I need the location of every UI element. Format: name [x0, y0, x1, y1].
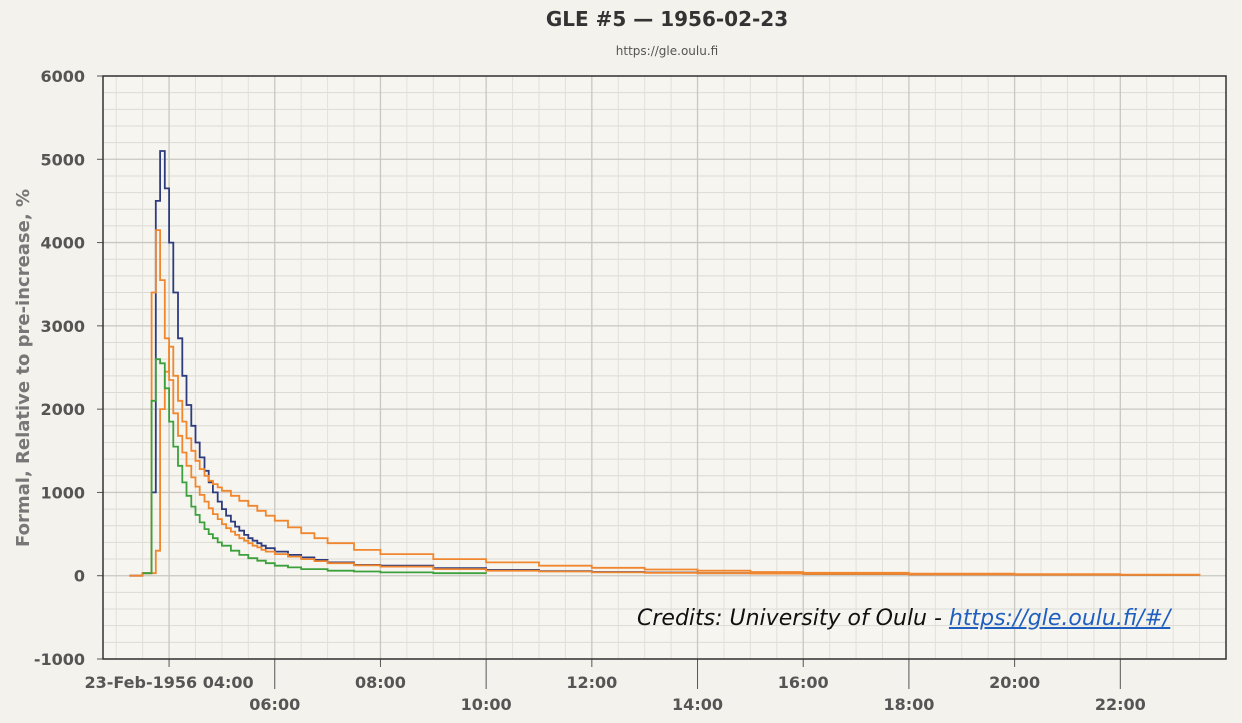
x-tick-label: 20:00: [989, 673, 1040, 692]
chart-subtitle: https://gle.oulu.fi: [616, 44, 718, 58]
credits-text: Credits: University of Oulu -: [637, 606, 949, 631]
y-tick-label: 3000: [40, 317, 85, 336]
plot-area: [103, 76, 1226, 659]
y-tick-label: 5000: [40, 150, 85, 169]
y-tick-label: 2000: [40, 400, 85, 419]
x-tick-label: 18:00: [883, 695, 934, 714]
y-tick-label: 1000: [40, 483, 85, 502]
chart-title: GLE #5 — 1956-02-23: [546, 7, 788, 31]
y-tick-label: -1000: [34, 650, 85, 669]
x-tick-label: 22:00: [1095, 695, 1146, 714]
x-tick-label: 10:00: [461, 695, 512, 714]
credits-note: Credits: University of Oulu - https://gl…: [637, 606, 1170, 631]
x-tick-label: 12:00: [566, 673, 617, 692]
x-tick-label: 14:00: [672, 695, 723, 714]
series-line-4: [142, 358, 487, 575]
x-tick-label: 06:00: [249, 695, 300, 714]
y-tick-label: 4000: [40, 234, 85, 253]
x-tick-label: 16:00: [778, 673, 829, 692]
credits-link[interactable]: https://gle.oulu.fi/#/: [948, 606, 1171, 631]
y-tick-label: 0: [74, 567, 85, 586]
series-line-3: [142, 345, 1201, 576]
x-tick-label: 08:00: [355, 673, 406, 692]
y-axis-label: Formal, Relative to pre-increase, %: [13, 189, 34, 547]
plot-frame: [102, 75, 1227, 660]
y-tick-label: 6000: [40, 67, 85, 86]
x-tick-label: 23-Feb-1956 04:00: [84, 673, 253, 692]
series-line-2: [129, 229, 1201, 577]
